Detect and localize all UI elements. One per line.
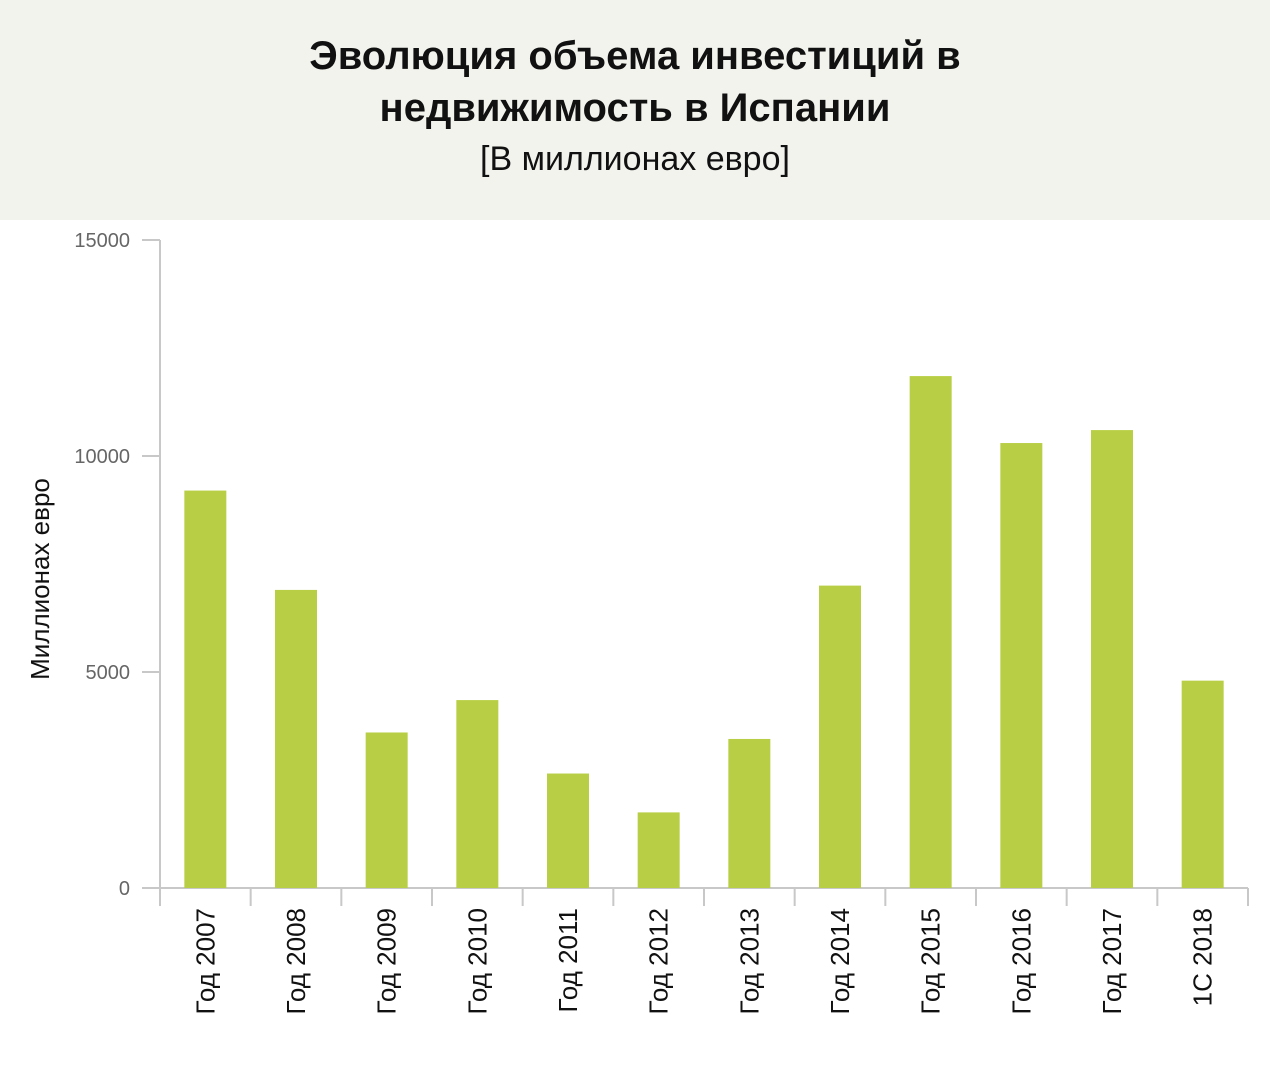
bar-12: [1181, 680, 1224, 888]
x-tick-label: Год 2011: [553, 908, 583, 1013]
x-tick-label: Год 2017: [1097, 908, 1127, 1014]
bar-7: [728, 738, 771, 888]
bar-5: [547, 773, 589, 888]
title-banner: Эволюция объема инвестиций в недвижимост…: [0, 0, 1270, 220]
bar-8: [819, 585, 861, 888]
bar-4: [456, 700, 499, 888]
bar-10: [1000, 443, 1043, 888]
chart-title: Эволюция объема инвестиций в недвижимост…: [0, 30, 1270, 134]
x-tick-label: Год 2009: [372, 908, 402, 1014]
x-tick-label: Год 2008: [281, 908, 311, 1014]
bar-3: [365, 732, 408, 888]
x-tick-label: Год 2013: [734, 908, 764, 1014]
y-tick-label: 5000: [86, 662, 131, 684]
y-axis-title: Миллионах евро: [25, 478, 55, 680]
x-tick-label: Год 2007: [190, 908, 220, 1014]
x-tick-label: Год 2015: [916, 908, 946, 1014]
x-tick-label: Год 2010: [462, 908, 492, 1014]
x-tick-label: Год 2016: [1006, 908, 1036, 1014]
y-tick-label: 0: [119, 878, 130, 900]
y-tick-label: 15000: [74, 230, 130, 252]
chart-title-line2: недвижимость в Испании: [379, 86, 891, 130]
bar-11: [1091, 430, 1133, 888]
chart-title-line1: Эволюция объема инвестиций в: [309, 34, 961, 78]
bar-9: [909, 376, 952, 888]
bar-2: [275, 589, 317, 888]
chart-subtitle: [В миллионах евро]: [480, 140, 790, 178]
bar-6: [637, 812, 680, 888]
x-tick-label: Год 2012: [644, 908, 674, 1014]
y-tick-label: 10000: [74, 446, 130, 468]
x-tick-label: Год 2014: [825, 908, 855, 1014]
bar-1: [184, 490, 227, 888]
x-tick-label: 1С 2018: [1188, 908, 1218, 1006]
